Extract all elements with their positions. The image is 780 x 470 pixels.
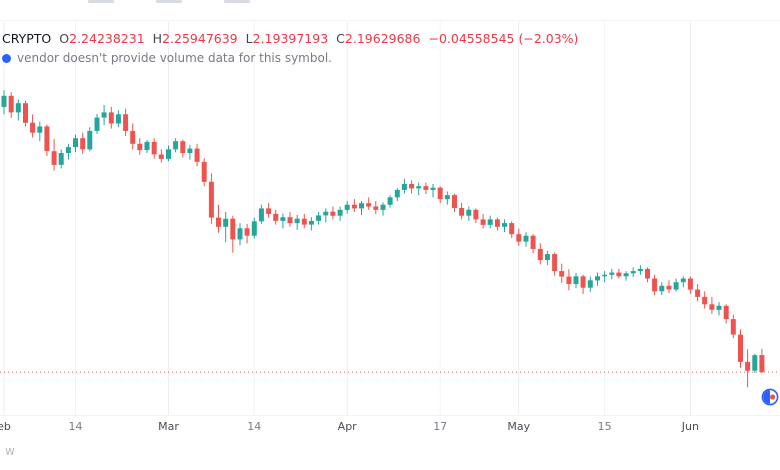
ohlc-legend[interactable]: CRYPTO O2.24238231 H2.25947639 L2.193971… (2, 31, 578, 46)
top-divider (0, 20, 780, 21)
cropped-text-dash (156, 0, 182, 3)
svg-text:14: 14 (247, 420, 261, 433)
svg-text:17: 17 (433, 420, 447, 433)
svg-text:May: May (507, 420, 530, 433)
cropped-text-dash (88, 0, 114, 3)
high-value: H2.25947639 (152, 31, 238, 46)
symbol-logo-icon[interactable] (761, 388, 779, 406)
svg-text:15: 15 (598, 420, 612, 433)
time-axis-divider (0, 415, 780, 416)
svg-text:Jun: Jun (681, 420, 699, 433)
change-label: −0.04558545 (−2.03%) (428, 31, 579, 46)
svg-text:eb: eb (0, 420, 11, 433)
svg-text:14: 14 (69, 420, 83, 433)
symbol-label: CRYPTO (2, 31, 52, 46)
info-icon (2, 53, 11, 63)
watermark-fragment: w (5, 444, 15, 458)
cropped-text-dash (224, 0, 250, 3)
cropped-text-artifact (88, 0, 250, 3)
low-value: L2.19397193 (245, 31, 329, 46)
close-value: C2.19629686 (336, 31, 421, 46)
info-text: vendor doesn't provide volume data for t… (17, 51, 332, 65)
open-value: O2.24238231 (59, 31, 145, 46)
svg-text:Mar: Mar (158, 420, 179, 433)
volume-info-message: vendor doesn't provide volume data for t… (2, 51, 332, 65)
svg-text:Apr: Apr (338, 420, 358, 433)
